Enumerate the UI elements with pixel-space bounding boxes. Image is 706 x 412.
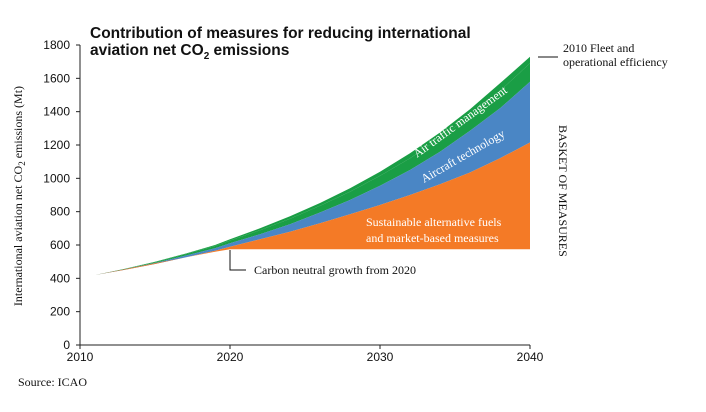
band-label-fuels-line2: and market-based measures [366,231,499,245]
y-tick-label: 1200 [43,138,70,152]
basket-of-measures-label: BASKET OF MEASURES [556,125,570,257]
y-ticks: 0 200 400 600 800 1000 1200 1400 1600 1800 [43,38,80,352]
y-tick-label: 1400 [43,105,70,119]
callout-fleet-line1: 2010 Fleet and [563,41,634,55]
y-axis-label: International aviation net CO2 emissions… [11,86,27,306]
y-tick-label: 400 [50,271,70,285]
band-label-fuels-line1: Sustainable alternative fuels [366,215,502,229]
y-tick-label: 600 [50,238,70,252]
x-tick-label: 2010 [67,350,94,364]
callout-cng: Carbon neutral growth from 2020 [254,263,416,277]
callout-fleet-line2: operational efficiency [563,55,668,69]
chart-title-line2: aviation net CO2 emissions [90,42,289,62]
x-tick-label: 2020 [217,350,244,364]
x-ticks: 2010 2020 2030 2040 [67,345,544,364]
callout-cng-leader [229,250,246,271]
y-tick-label: 800 [50,205,70,219]
y-tick-label: 200 [50,305,70,319]
y-tick-label: 1000 [43,171,70,185]
area-aircraft-technology [95,81,530,275]
y-tick-label: 1600 [43,71,70,85]
y-tick-label: 1800 [43,38,70,52]
y-tick-label: 0 [63,338,70,352]
area-alternative-fuels [95,142,530,275]
x-tick-label: 2030 [367,350,394,364]
chart-title-line1: Contribution of measures for reducing in… [90,25,471,42]
source-note: Source: ICAO [18,375,87,389]
x-tick-label: 2040 [517,350,544,364]
